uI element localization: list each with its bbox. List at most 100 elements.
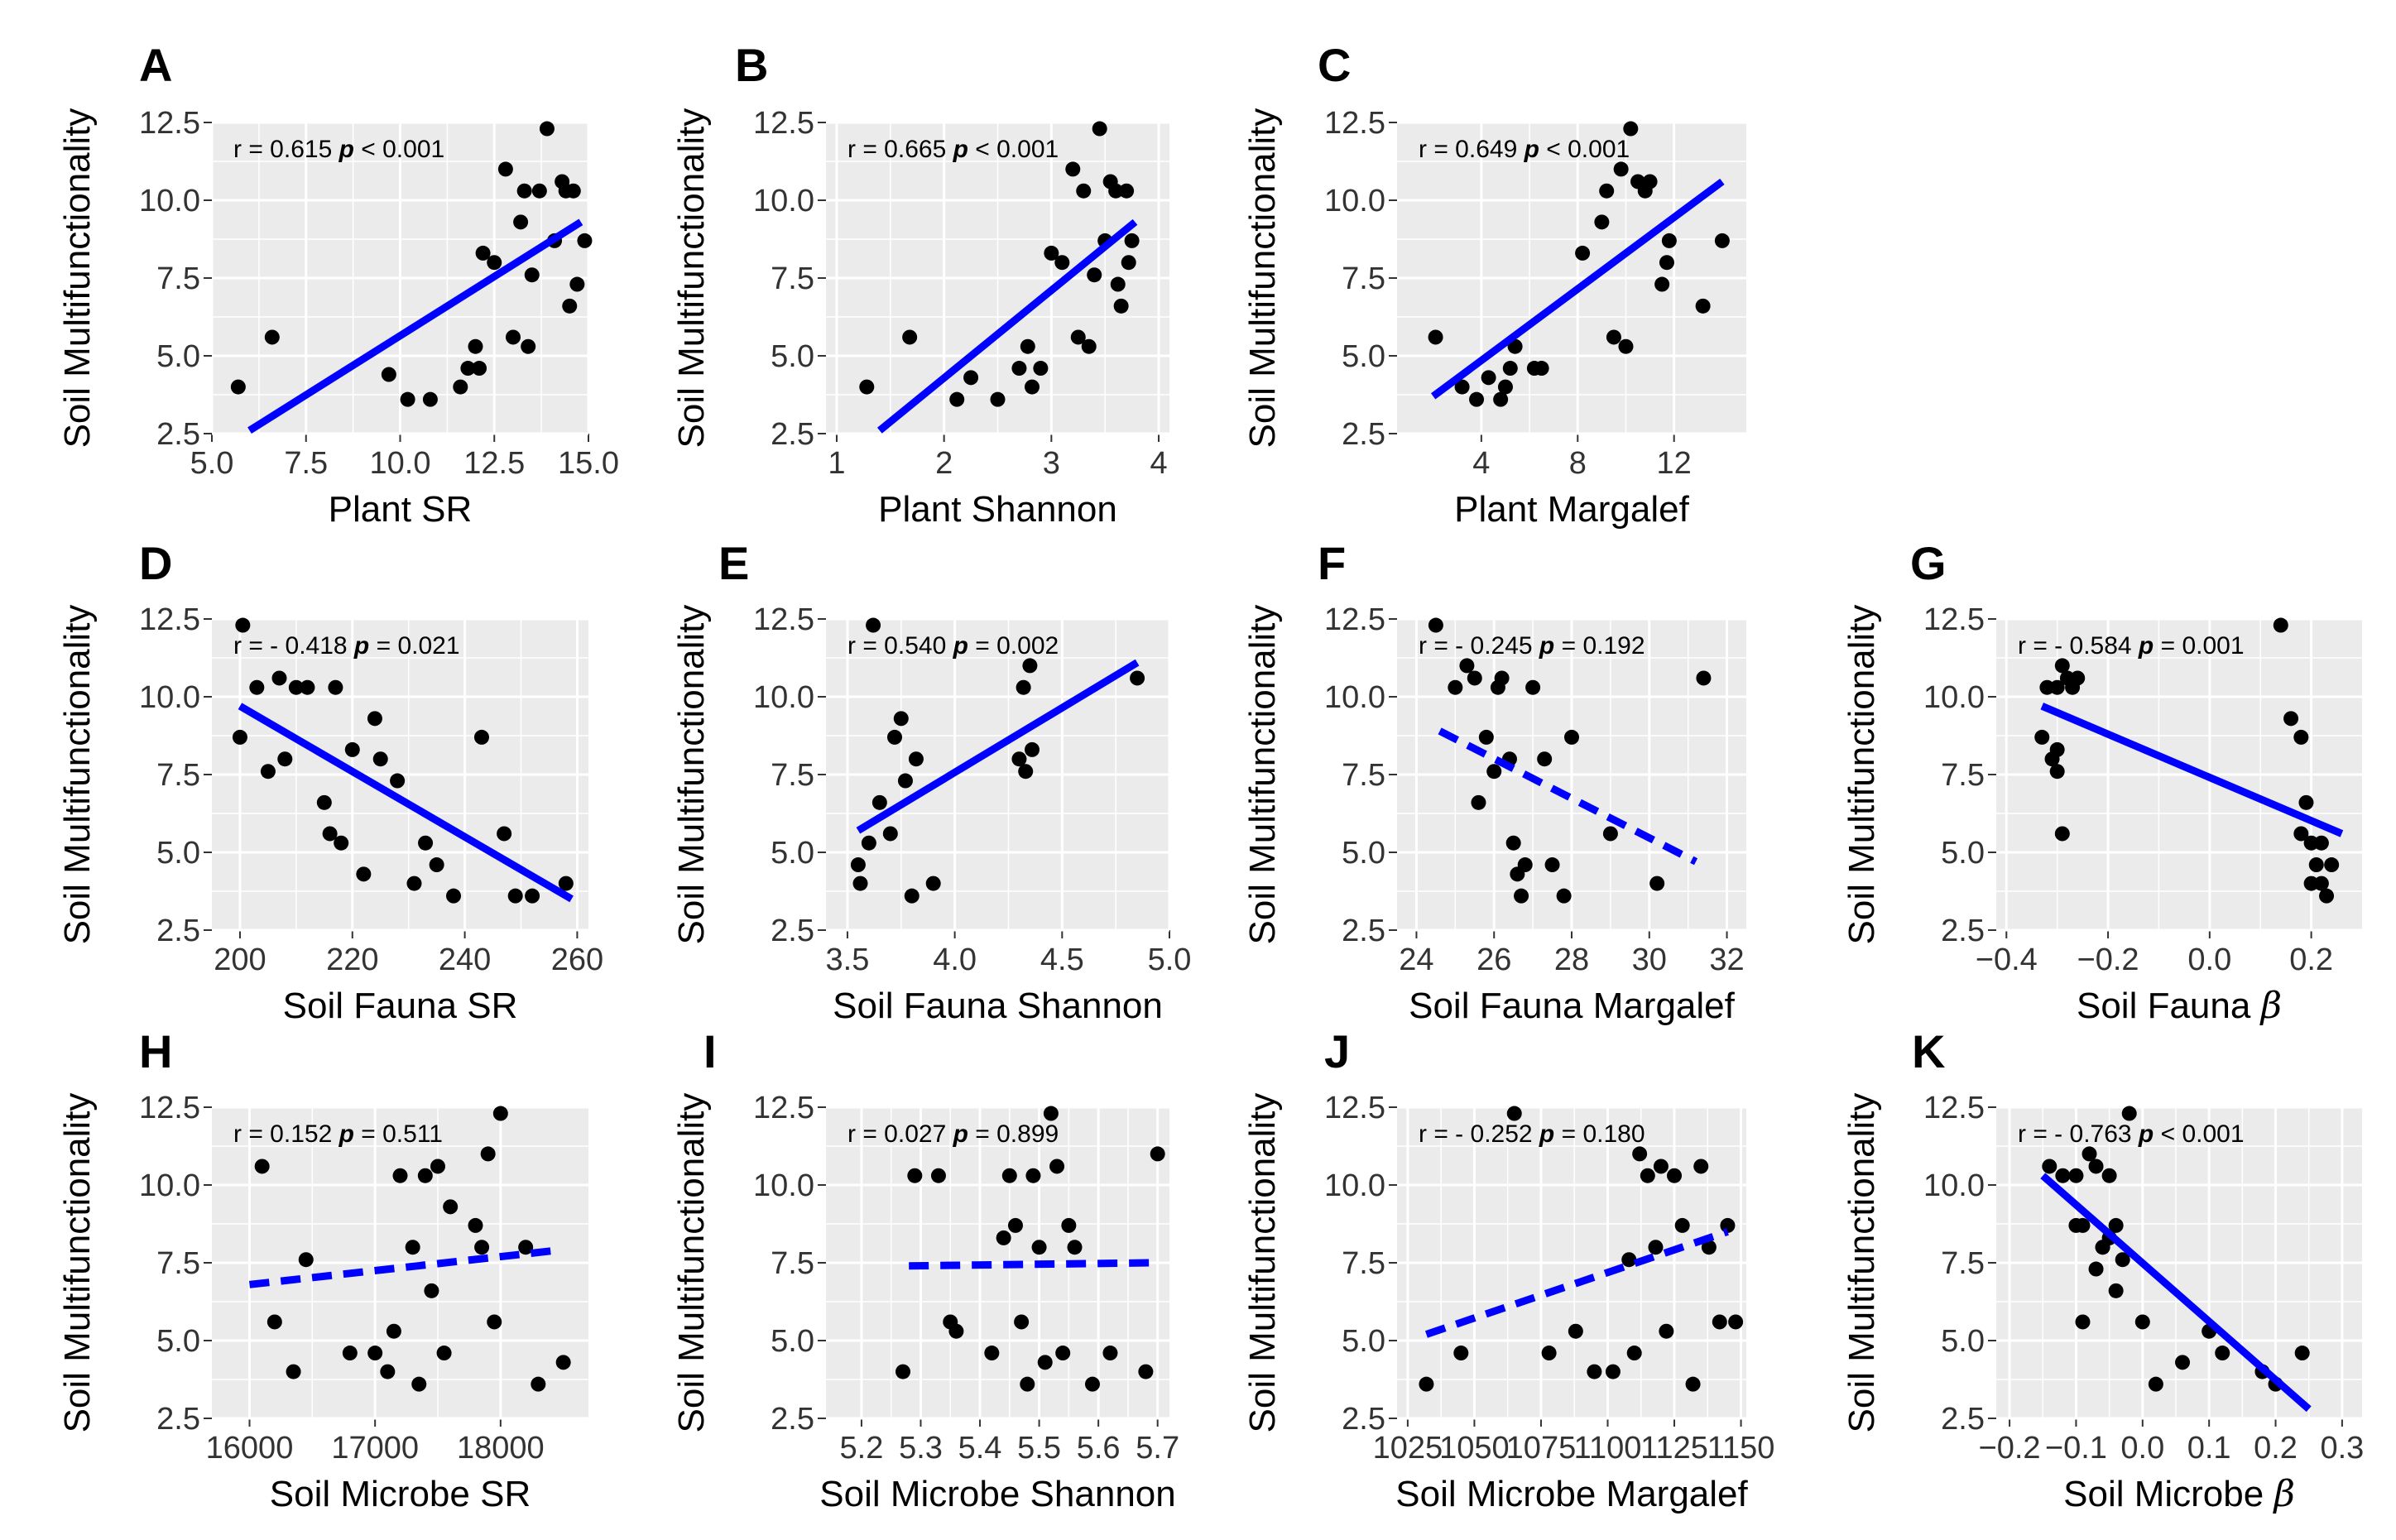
y-tick-label: 2.5 [771, 1402, 814, 1437]
regression-line [249, 1246, 558, 1288]
correlation-annotation: r = - 0.245 p = 0.192 [1419, 632, 1645, 660]
x-axis-title: Soil Microbe Margalef [1395, 1474, 1748, 1514]
panel-b: B 1 2 3 4 2.5 5.0 7.5 10.0 12.5 Plant Shannon Soil … [671, 39, 1169, 530]
y-tick-label: 7.5 [1342, 758, 1385, 793]
data-point [266, 1314, 282, 1330]
x-tick-label: 5.5 [1017, 1431, 1061, 1466]
data-point [525, 888, 540, 904]
y-tick-label: 10.0 [1324, 184, 1385, 218]
data-point [367, 1346, 383, 1361]
y-tick-label: 7.5 [156, 1246, 200, 1281]
data-point [1025, 741, 1040, 757]
correlation-annotation: r = - 0.584 p = 0.001 [2018, 632, 2245, 660]
data-point [930, 1168, 946, 1183]
data-point [1605, 1364, 1621, 1379]
data-point [400, 391, 415, 407]
correlation-annotation: r = 0.027 p = 0.899 [847, 1120, 1059, 1148]
annotation-p: = 0.899 [968, 1120, 1059, 1148]
y-tick-label: 12.5 [1324, 106, 1385, 141]
x-tick-label: −0.1 [2045, 1431, 2107, 1466]
regression-line [247, 218, 583, 434]
panel-letter: K [1912, 1025, 1945, 1077]
x-axis-title: Plant Shannon [878, 489, 1117, 530]
y-tick-label: 5.0 [156, 836, 200, 871]
x-tick-label: 220 [326, 943, 378, 977]
data-point [1621, 1252, 1637, 1268]
data-point [1661, 233, 1677, 248]
x-axis-title: Soil Microbe β [2063, 1473, 2295, 1515]
y-tick-label: 2.5 [1941, 1402, 1985, 1437]
data-point [334, 835, 349, 851]
x-tick-label: 7.5 [284, 446, 328, 481]
regression-line [909, 1259, 1152, 1270]
data-point [232, 729, 247, 745]
data-point [436, 1346, 452, 1361]
data-point [230, 379, 246, 395]
y-tick-label: 5.0 [1342, 339, 1385, 374]
annotation-r: r = - 0.418 [233, 632, 354, 660]
x-tick-label: 32 [1709, 943, 1744, 977]
data-point [328, 679, 343, 695]
data-point [1728, 1314, 1744, 1330]
data-point [422, 391, 438, 407]
data-point [1685, 1376, 1701, 1392]
data-point [882, 826, 898, 842]
data-point [1654, 276, 1670, 292]
regression-line [1438, 727, 1698, 866]
data-point [1033, 361, 1049, 377]
x-tick-label: 5.3 [899, 1431, 943, 1466]
data-point [569, 276, 585, 292]
data-point [852, 876, 868, 891]
panel-h: H 16000 17000 18000 2.5 5.0 7.5 10.0 12.5 Soil Mi… [57, 1025, 588, 1514]
data-point [2215, 1346, 2230, 1361]
data-point [405, 1240, 420, 1255]
data-point [2303, 876, 2319, 891]
data-point [1087, 267, 1102, 283]
data-point [984, 1346, 1000, 1361]
data-point [2042, 1159, 2057, 1174]
data-point [1640, 1168, 1655, 1183]
data-point [342, 1346, 358, 1361]
data-point [473, 729, 489, 745]
y-tick-label: 10.0 [1324, 680, 1385, 715]
annotation-r: r = 0.027 [847, 1120, 953, 1148]
y-tick-label: 12.5 [753, 1091, 814, 1125]
data-point [507, 888, 523, 904]
y-tick-label: 7.5 [1342, 1246, 1385, 1281]
panel-letter: B [735, 39, 768, 91]
data-point [1695, 298, 1711, 314]
x-tick-label: 0.2 [2254, 1431, 2298, 1466]
data-point [443, 1199, 459, 1215]
y-axis-title: Soil Multifunctionality [57, 108, 98, 449]
data-point [1037, 1355, 1053, 1370]
data-point [1720, 1217, 1736, 1233]
data-point [1626, 1346, 1642, 1361]
annotation-p-symbol: p [2138, 1120, 2154, 1148]
data-point [558, 876, 574, 891]
y-axis-title: Soil Multifunctionality [1242, 108, 1283, 449]
data-point [1018, 764, 1034, 780]
x-tick-label: 4.5 [1040, 943, 1084, 977]
data-point [2034, 729, 2050, 745]
annotation-r: r = - 0.252 [1419, 1120, 1539, 1148]
data-point [235, 617, 251, 633]
data-point [1108, 183, 1124, 199]
data-point [1011, 751, 1027, 767]
data-point [1534, 361, 1549, 377]
data-point [1124, 233, 1140, 248]
correlation-annotation: r = - 0.763 p < 0.001 [2018, 1120, 2245, 1148]
data-point [1486, 764, 1502, 780]
panel-letter: J [1324, 1025, 1350, 1077]
x-axis-title: Plant Margalef [1454, 489, 1689, 530]
data-point [521, 338, 536, 354]
x-axis-title-beta: β [2259, 985, 2282, 1027]
x-tick-label: 260 [551, 943, 603, 977]
data-point [497, 826, 512, 842]
regression-line [876, 218, 1138, 434]
data-point [1076, 183, 1092, 199]
x-tick-label: 240 [439, 943, 491, 977]
y-tick-label: 2.5 [156, 1402, 200, 1437]
data-point [2054, 826, 2070, 842]
x-tick-label: 30 [1632, 943, 1667, 977]
